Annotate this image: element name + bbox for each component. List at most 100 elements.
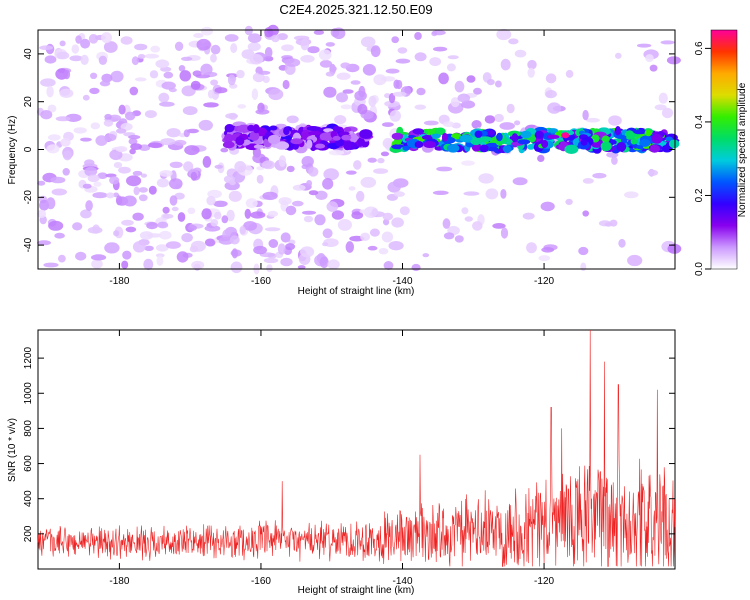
heatmap-cell [262, 191, 278, 201]
heatmap-cell [565, 198, 573, 205]
snr-y-ticks: 200 400 600 800 1000 1200 [23, 347, 675, 542]
heatmap-cell [540, 201, 555, 212]
heatmap-cell [143, 258, 154, 271]
heatmap-cell [392, 91, 407, 97]
heatmap-cell [129, 86, 139, 96]
heatmap-cell [190, 80, 201, 90]
heatmap-cell [122, 250, 132, 260]
heatmap-cell [87, 174, 100, 183]
heatmap-cell [323, 86, 337, 98]
heatmap-cell [69, 55, 83, 62]
heatmap-cell [382, 137, 394, 149]
heatmap-cell [187, 207, 196, 215]
heatmap-cell [104, 113, 112, 120]
heatmap-cell [155, 59, 170, 69]
heatmap-cell [121, 219, 134, 226]
heatmap-cell [382, 122, 394, 127]
heatmap-cell [224, 133, 234, 143]
heatmap-cell [282, 79, 290, 90]
heatmap-cell [332, 27, 346, 40]
heatmap-cell [178, 65, 186, 72]
snr-border [37, 329, 676, 570]
colorbar-tick-label: 0.4 [694, 115, 705, 129]
heatmap-cell [206, 195, 216, 206]
heatmap-cell [383, 218, 390, 226]
heatmap-cell [92, 192, 108, 199]
heatmap-cell [39, 45, 54, 50]
heatmap-cell [128, 135, 141, 140]
heatmap-cell [162, 206, 170, 214]
heatmap-cell [500, 58, 511, 71]
heatmap-cell [582, 178, 594, 184]
heatmap-y-tick-label: 40 [23, 48, 34, 60]
heatmap-cell [614, 126, 621, 136]
heatmap-cell [221, 215, 229, 224]
heatmap-cell [90, 72, 98, 80]
heatmap-cell [644, 129, 652, 137]
heatmap-cell [176, 251, 189, 263]
heatmap-cell [526, 242, 537, 254]
heatmap-cell [115, 195, 123, 206]
heatmap-cell [46, 85, 54, 98]
heatmap-cell [48, 220, 64, 231]
heatmap-cell [146, 222, 158, 230]
heatmap-cell [149, 70, 159, 79]
heatmap-cell [616, 134, 627, 140]
heatmap-cell [511, 133, 519, 143]
heatmap-cell [338, 131, 350, 136]
heatmap-cell [308, 190, 319, 196]
heatmap-cell [618, 238, 626, 248]
heatmap-cell [214, 211, 222, 220]
heatmap-cell [478, 173, 494, 184]
heatmap-cell [159, 230, 172, 240]
heatmap-cell [80, 137, 92, 142]
heatmap-cell [318, 49, 332, 61]
heatmap-cell [37, 240, 51, 246]
heatmap-cell [156, 255, 164, 266]
heatmap-cell [381, 231, 394, 243]
heatmap-cell [527, 59, 537, 70]
heatmap-cell [229, 235, 240, 245]
heatmap-cell [303, 215, 314, 223]
heatmap-cell [82, 183, 92, 189]
heatmap-cell [129, 148, 136, 155]
heatmap-cell [174, 41, 184, 51]
snr-y-tick-label: 200 [23, 525, 34, 542]
heatmap-cell [126, 175, 142, 187]
heatmap-cell [131, 56, 139, 66]
heatmap-cell [80, 54, 89, 65]
heatmap-cell [204, 238, 216, 247]
heatmap-cell [654, 104, 667, 111]
heatmap-cell [203, 102, 219, 108]
heatmap-cell [414, 52, 427, 62]
heatmap-cell [73, 127, 87, 134]
heatmap-cell [59, 88, 74, 99]
heatmap-cell [173, 139, 187, 146]
heatmap-cell [122, 195, 137, 207]
heatmap-cell [247, 33, 262, 43]
heatmap-cell [389, 110, 401, 122]
heatmap-cell [485, 142, 499, 148]
heatmap-cell [434, 127, 446, 136]
heatmap-cell [459, 134, 473, 142]
heatmap-cell [373, 74, 387, 86]
heatmap-cell [159, 101, 175, 107]
heatmap-cell [120, 36, 133, 45]
heatmap-cell [322, 242, 329, 247]
heatmap-cell [464, 216, 473, 222]
heatmap-cell [193, 33, 204, 38]
heatmap-y-tick-label: -20 [23, 190, 34, 205]
heatmap-cell [340, 62, 351, 69]
heatmap-cell [332, 126, 342, 132]
heatmap-cell [359, 129, 373, 139]
colorbar-label: Normalized spectral amplitude [737, 82, 748, 217]
heatmap-cell [665, 136, 673, 142]
heatmap-cell [224, 124, 235, 133]
heatmap-cell [183, 161, 194, 172]
heatmap-cell [367, 245, 378, 251]
heatmap-cell [391, 217, 404, 228]
heatmap-cell [269, 125, 278, 131]
heatmap-cell [50, 176, 66, 184]
heatmap-cell [227, 74, 236, 86]
heatmap-cell [412, 128, 425, 135]
